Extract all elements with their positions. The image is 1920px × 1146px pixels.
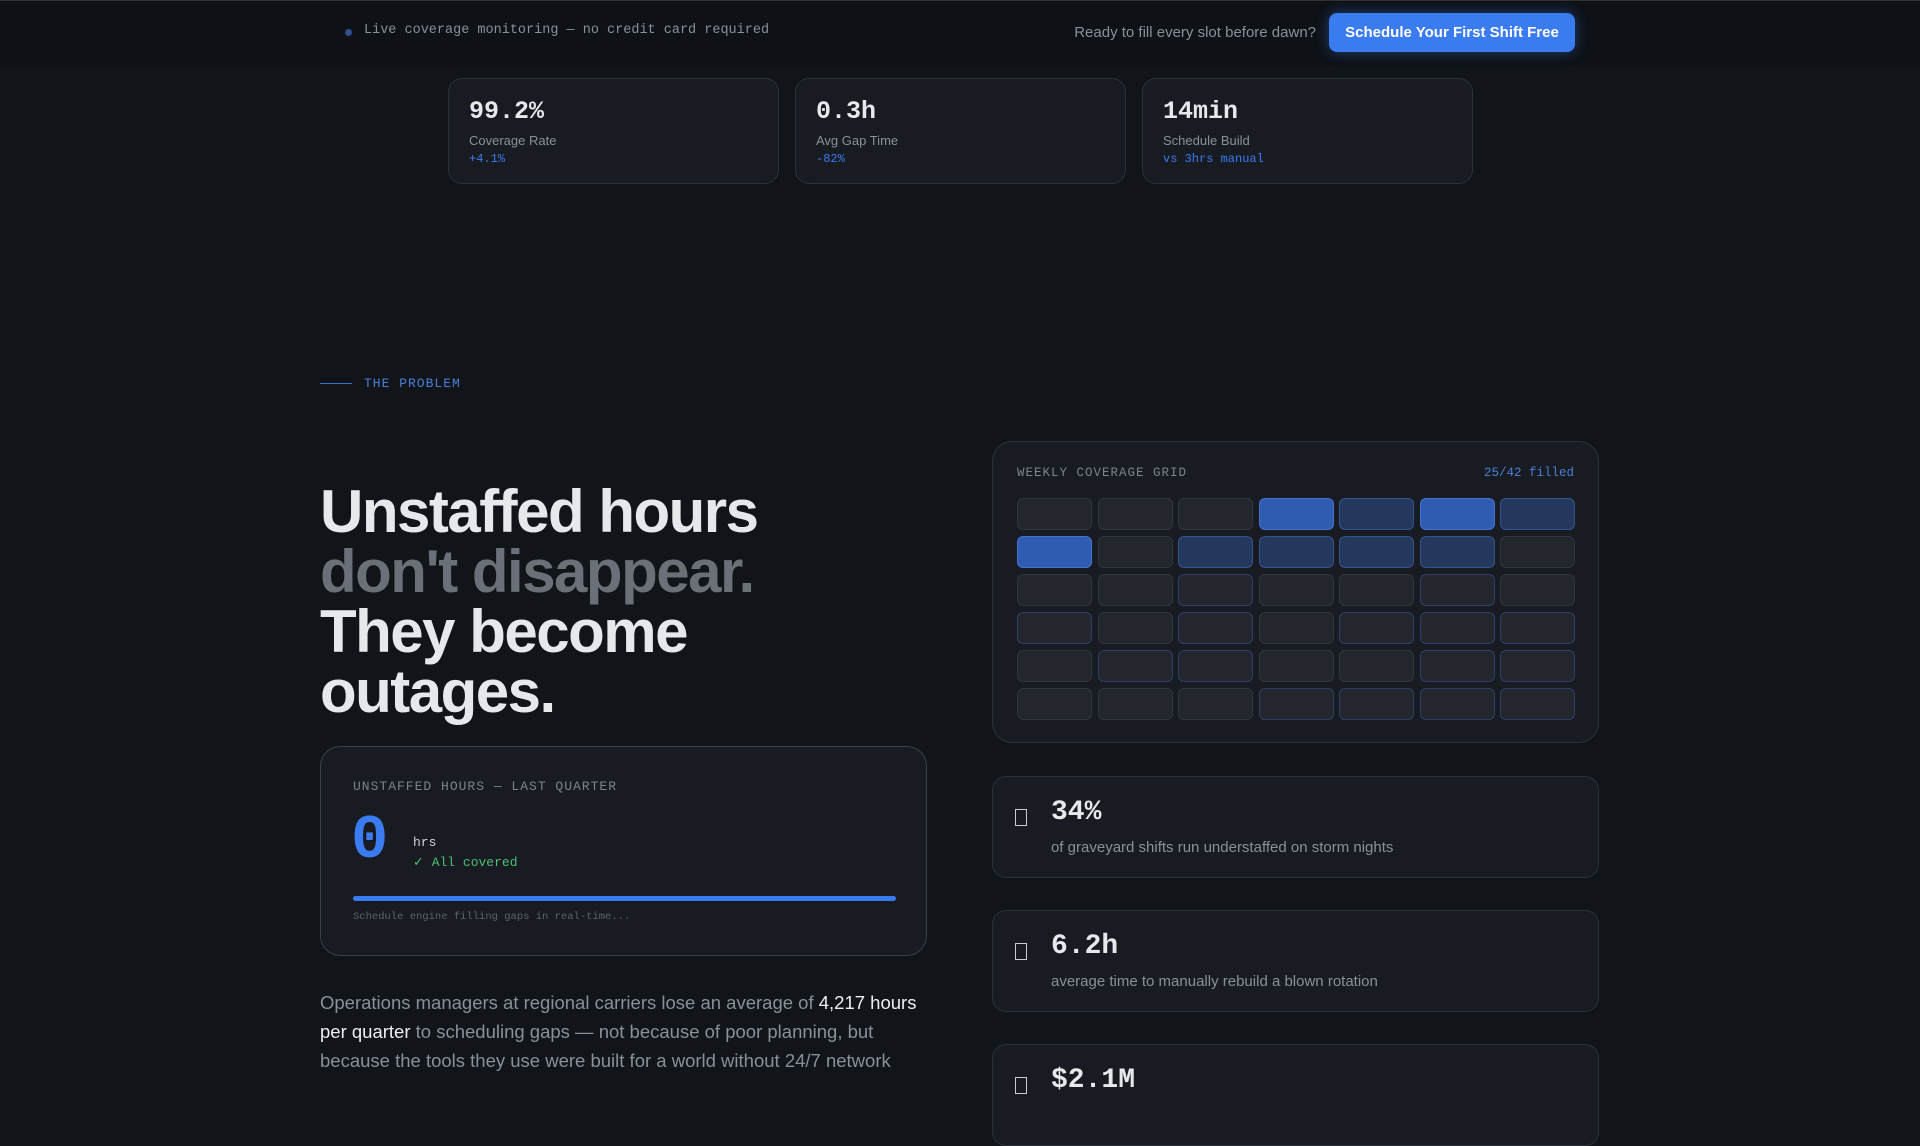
stat-delta: -82%: [816, 152, 845, 166]
headline-line: outages.: [320, 658, 556, 725]
grid-cell: [1097, 650, 1173, 682]
stat-label: Coverage Rate: [469, 133, 557, 148]
stat-value: 14min: [1163, 97, 1239, 126]
fact-text: of graveyard shifts run understaffed on …: [1051, 839, 1394, 856]
headline-line: Unstaffed hours: [320, 478, 759, 545]
grid-cell: [1500, 498, 1575, 530]
paragraph: Operations managers at regional carriers…: [320, 988, 930, 1075]
fact-value: $2.1M: [1051, 1065, 1136, 1096]
stat-card: 14min Schedule Build vs 3hrs manual: [1142, 78, 1473, 184]
para-highlight: 4,217 hours per quarter: [320, 992, 917, 1042]
grid-cell: [1178, 574, 1253, 606]
card-title: UNSTAFFED HOURS — LAST QUARTER: [353, 779, 618, 794]
grid-cell: [1178, 612, 1253, 644]
grid-cell: [1097, 498, 1173, 530]
grid-cell: [1097, 688, 1173, 720]
para-text: Operations managers at regional carriers…: [320, 992, 819, 1013]
grid-cell: [1178, 536, 1253, 568]
grid-cell: [1339, 498, 1414, 530]
grid-cell: [1419, 536, 1495, 568]
grid-cell: [1017, 574, 1092, 606]
unit: hrs: [413, 835, 437, 850]
grid-cell: [1258, 650, 1334, 682]
grid-cell: [1258, 612, 1334, 644]
grid-cell: [1017, 612, 1092, 644]
grid-cell: [1500, 688, 1575, 720]
headline-line: don't disappear.: [320, 538, 755, 605]
progress-bar: [353, 896, 896, 901]
headline: Unstaffed hours don't disappear. They beco…: [320, 478, 759, 725]
grid-cell: [1500, 536, 1575, 568]
fact-card: 6.2h average time to manually rebuild a b…: [992, 910, 1599, 1012]
grid-cell: [1258, 536, 1334, 568]
grid-cell: [1017, 688, 1092, 720]
grid-title: WEEKLY COVERAGE GRID: [1017, 466, 1188, 480]
grid-cell: [1419, 612, 1495, 644]
grid-cell: [1339, 536, 1414, 568]
grid-cell: [1097, 574, 1173, 606]
grid-cell: [1017, 498, 1092, 530]
grid-cell: [1339, 612, 1414, 644]
topbar: [0, 0, 1920, 65]
grid-cell: [1178, 688, 1253, 720]
stat-label: Avg Gap Time: [816, 133, 899, 148]
status-dot: [345, 29, 352, 36]
fact-text: average time to manually rebuild a blown…: [1051, 973, 1378, 990]
grid-cell: [1097, 536, 1173, 568]
big-value: 0: [351, 805, 389, 876]
stat-delta: +4.1%: [469, 152, 506, 166]
para-text: to scheduling gaps — not because of poor…: [320, 1021, 891, 1071]
headline-line: They become: [320, 598, 688, 665]
grid-cell: [1339, 688, 1414, 720]
grid-cell: [1017, 650, 1092, 682]
status-text: Live coverage monitoring — no credit car…: [364, 23, 770, 38]
grid-cell: [1178, 498, 1253, 530]
fact-icon: [1015, 809, 1027, 826]
stat-value: 0.3h: [816, 97, 877, 126]
grid-cell: [1339, 574, 1414, 606]
grid-cell: [1500, 612, 1575, 644]
grid-cell: [1419, 574, 1495, 606]
fact-value: 6.2h: [1051, 931, 1119, 962]
grid-count: 25/42 filled: [1483, 466, 1574, 480]
grid-cell: [1500, 574, 1575, 606]
quarter-card: UNSTAFFED HOURS — LAST QUARTER 0 hrs ✓ A…: [320, 746, 927, 956]
stat-delta: vs 3hrs manual: [1163, 152, 1264, 166]
grid-cell: [1419, 498, 1495, 530]
eyebrow: THE PROBLEM: [364, 376, 461, 391]
grid-cell: [1017, 536, 1092, 568]
grid-card: WEEKLY COVERAGE GRID 25/42 filled: [992, 441, 1599, 743]
fact-icon: [1015, 943, 1027, 960]
grid-cell: [1258, 688, 1334, 720]
grid-cell: [1339, 650, 1414, 682]
eyebrow-line: [320, 383, 352, 384]
fact-card: 34% of graveyard shifts run understaffed …: [992, 776, 1599, 878]
caption: Schedule engine filling gaps in real-tim…: [353, 911, 631, 923]
grid-cell: [1419, 688, 1495, 720]
grid-cell: [1500, 650, 1575, 682]
fact-card: $2.1M: [992, 1044, 1599, 1146]
stat-value: 99.2%: [469, 97, 545, 126]
stat-card: 99.2% Coverage Rate +4.1%: [448, 78, 779, 184]
grid-cell: [1258, 574, 1334, 606]
grid-cell: [1097, 612, 1173, 644]
grid-cell: [1419, 650, 1495, 682]
fact-value: 34%: [1051, 797, 1102, 828]
status: ✓ All covered: [413, 855, 518, 870]
grid-cell: [1258, 498, 1334, 530]
stat-card: 0.3h Avg Gap Time -82%: [795, 78, 1126, 184]
stat-label: Schedule Build: [1163, 133, 1250, 148]
prompt: Ready to fill every slot before dawn?: [1074, 24, 1316, 41]
grid-cell: [1178, 650, 1253, 682]
cta-button[interactable]: Schedule Your First Shift Free: [1329, 13, 1575, 52]
